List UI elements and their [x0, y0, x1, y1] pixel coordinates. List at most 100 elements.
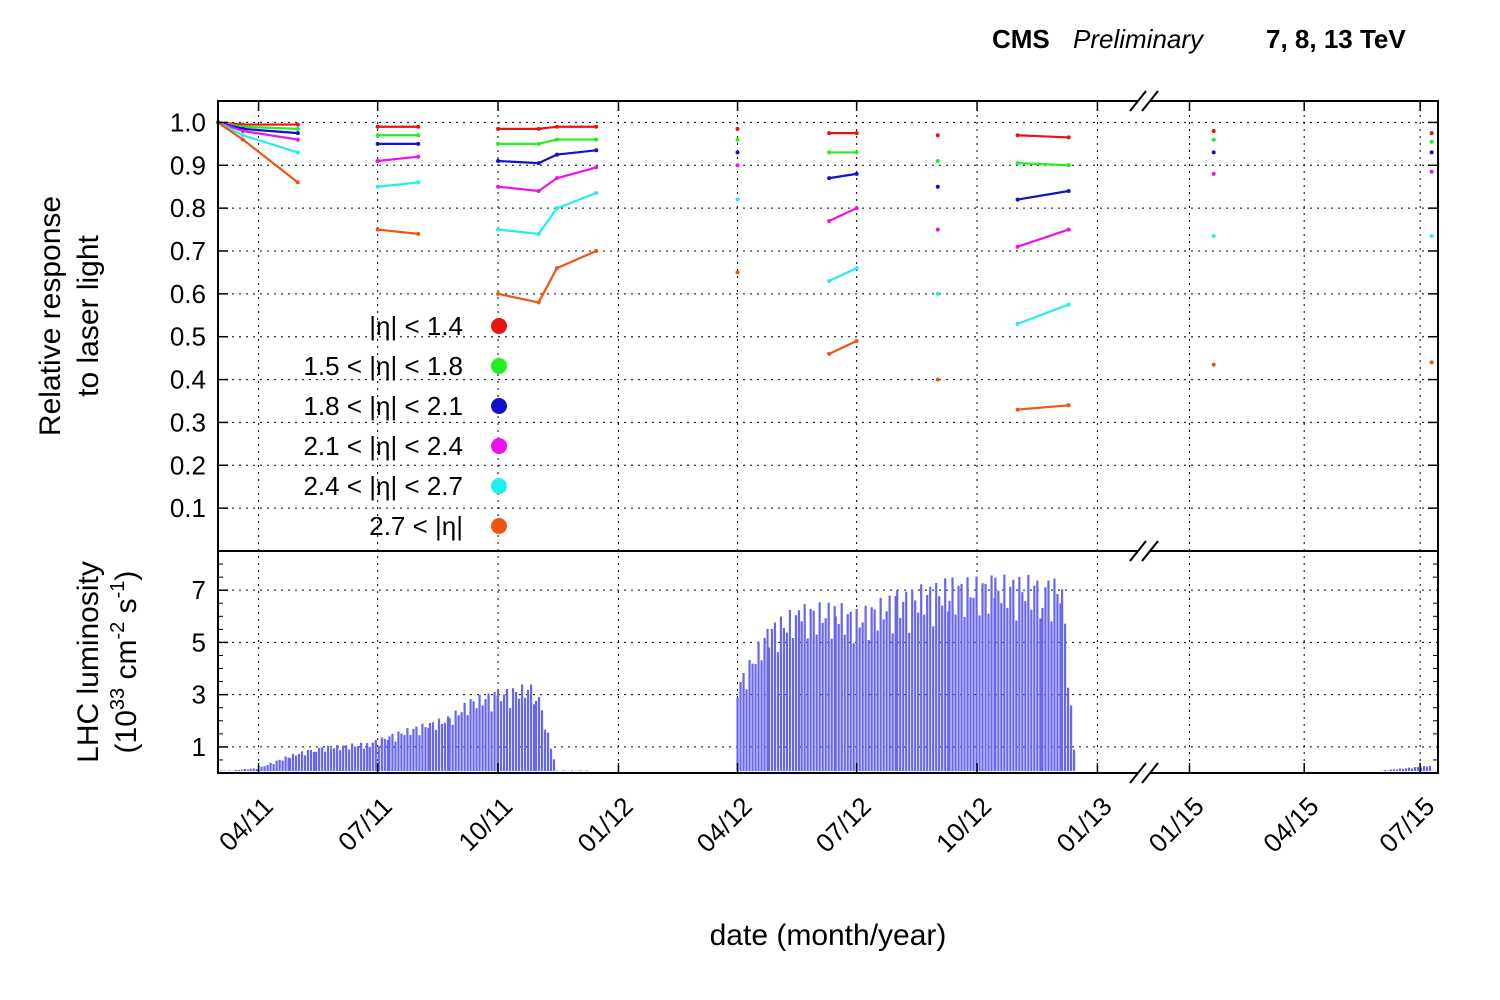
bottom-ylabel-line1: LHC luminosity	[72, 561, 105, 763]
series-point	[496, 141, 501, 146]
series-point	[1015, 244, 1020, 249]
series-point	[1211, 150, 1216, 155]
series-segment	[1017, 228, 1069, 248]
series-point	[536, 126, 541, 131]
series-segment	[377, 228, 419, 235]
x-tick-label: 04/15	[1257, 791, 1324, 858]
legend-marker	[491, 398, 507, 414]
series-segment	[497, 159, 539, 165]
series-point	[554, 176, 559, 181]
top-ytick-label: 0.8	[170, 193, 206, 223]
series-point	[1066, 403, 1071, 408]
series-segment	[1017, 134, 1069, 139]
series-point	[496, 184, 501, 189]
series-point	[935, 291, 940, 296]
series-point	[375, 159, 380, 163]
series-point	[1429, 131, 1434, 136]
series-point	[554, 206, 559, 211]
series-point	[416, 141, 421, 146]
series-point	[536, 189, 541, 193]
series-point	[416, 133, 421, 138]
header-status: Preliminary	[1073, 24, 1205, 54]
axis-break-slash	[1141, 540, 1159, 562]
top-ytick-label: 0.5	[170, 322, 206, 352]
series-point	[496, 126, 501, 131]
top-ytick-label: 0.9	[170, 150, 206, 180]
series-point	[827, 351, 832, 356]
series-segment	[242, 127, 298, 135]
series-point	[827, 176, 832, 181]
legend: |η| < 1.4 1.5 < |η| < 1.8 1.8 < |η| < 2.1 2…	[303, 311, 507, 541]
series-segment	[1017, 404, 1069, 411]
series-point	[1429, 169, 1434, 174]
series-segment	[556, 249, 597, 270]
series-point	[554, 137, 559, 142]
series-point	[935, 159, 940, 163]
bottom-ytick-label: 7	[192, 575, 206, 605]
series-point	[935, 133, 940, 138]
x-tick-label: 04/12	[691, 791, 758, 858]
series-point	[416, 180, 421, 185]
series-point	[735, 126, 740, 131]
series-point	[375, 133, 380, 138]
top-ytick-label: 0.3	[170, 407, 206, 437]
top-ytick-label: 0.6	[170, 279, 206, 309]
axis-break-marks	[1129, 90, 1159, 784]
series-point	[554, 124, 559, 129]
series-point	[375, 227, 380, 232]
series-segment	[497, 228, 539, 235]
bottom-ytick-label: 3	[192, 680, 206, 710]
series-point	[536, 231, 541, 236]
series-segment	[377, 155, 419, 163]
x-tick-label: 01/13	[1050, 791, 1117, 858]
series-segment	[556, 149, 597, 156]
series-point	[854, 150, 859, 155]
series-point	[854, 339, 859, 343]
series-segment	[538, 138, 558, 145]
series-point	[496, 159, 501, 163]
series-segment	[1017, 189, 1069, 201]
series-point	[1066, 163, 1071, 168]
series-segment	[1017, 303, 1070, 325]
series-point	[295, 150, 300, 155]
series-point	[536, 161, 541, 166]
series-point	[735, 270, 740, 275]
legend-label: 1.8 < |η| < 2.1	[303, 391, 463, 421]
series-point	[554, 152, 559, 157]
series-point	[1211, 171, 1216, 176]
legend-marker	[491, 518, 507, 534]
series-point	[1066, 189, 1071, 193]
series-point	[827, 150, 832, 155]
series-segment	[828, 340, 858, 355]
series-point	[854, 266, 859, 271]
bottom-panel-frame	[217, 550, 1439, 774]
series-point	[295, 180, 300, 185]
series-segment	[538, 153, 558, 165]
series-point	[554, 266, 559, 271]
series-point	[536, 141, 541, 146]
x-tick-label: 07/15	[1373, 791, 1440, 858]
series-2	[216, 120, 1434, 202]
x-tick-label: 10/12	[930, 791, 997, 858]
x-axis-label: date (month/year)	[710, 919, 947, 952]
series-point	[295, 131, 300, 136]
top-ylabel-line2: to laser light	[72, 234, 105, 396]
series-point	[1066, 302, 1071, 307]
header-energy: 7, 8, 13 TeV	[1266, 24, 1406, 54]
legend-label: 1.5 < |η| < 1.8	[303, 351, 463, 381]
series-point	[735, 197, 740, 202]
x-tick-label: 04/11	[213, 791, 279, 857]
bottom-ylabel-line2: (1033 cm-2 s-1)	[107, 571, 143, 754]
series-segment	[538, 125, 558, 130]
series-point	[594, 148, 599, 153]
series-point	[295, 137, 300, 142]
series-segment	[242, 125, 298, 130]
series-point	[496, 291, 501, 296]
series-point	[1429, 139, 1434, 144]
axis-break-slash	[1129, 762, 1147, 784]
series-point	[827, 219, 832, 223]
series-segment	[537, 267, 558, 303]
series-point	[1015, 321, 1020, 326]
series-point	[375, 124, 380, 129]
